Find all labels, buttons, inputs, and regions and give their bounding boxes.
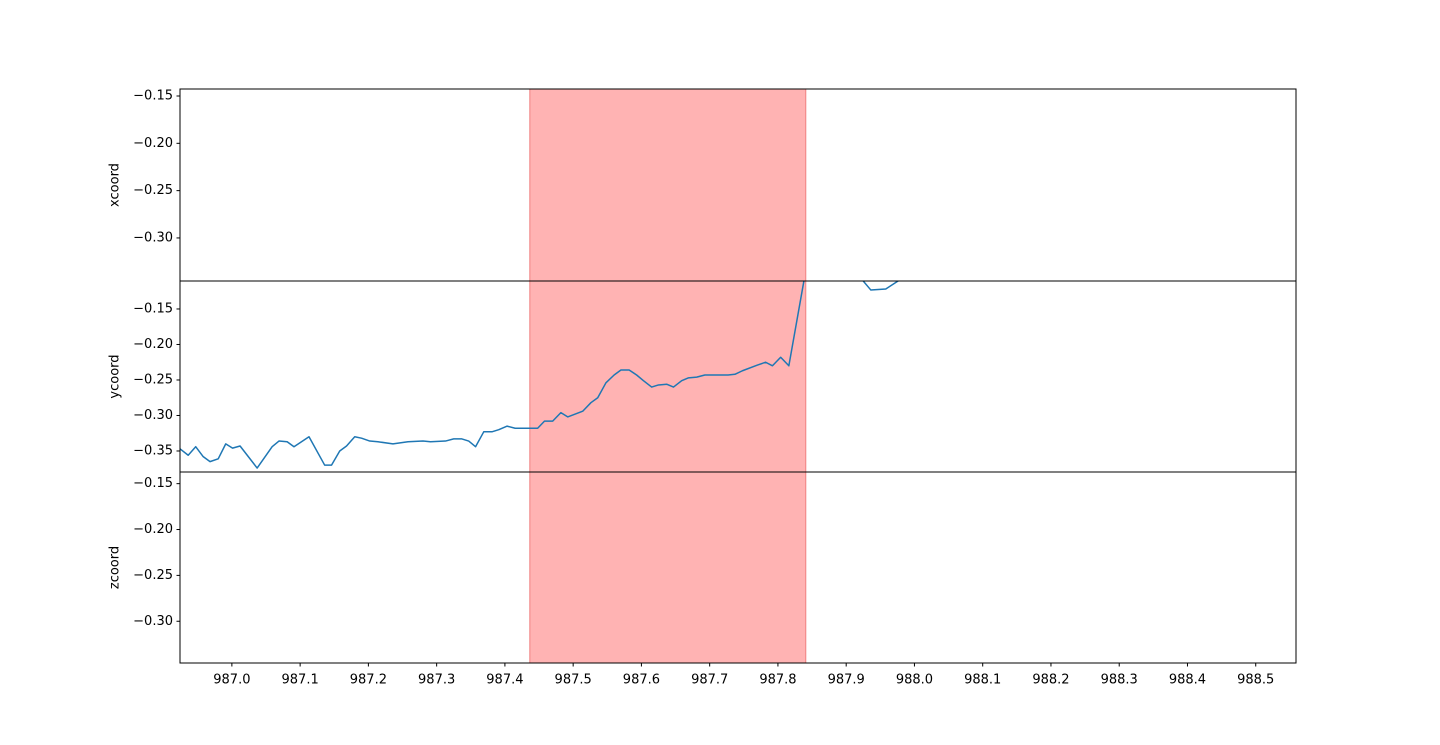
x-tick-label: 987.1 <box>282 673 319 688</box>
x-tick-label: 988.2 <box>1032 673 1069 688</box>
x-tick-label: 987.4 <box>486 673 523 688</box>
plot-area <box>180 281 900 472</box>
y-tick-label: −0.15 <box>133 89 173 104</box>
x-tick-label: 988.0 <box>896 673 933 688</box>
x-tick-label: 987.8 <box>759 673 796 688</box>
x-tick-label: 987.6 <box>623 673 660 688</box>
highlight-span <box>529 472 807 663</box>
highlight-span <box>529 281 807 472</box>
y-tick-label: −0.35 <box>133 443 173 458</box>
x-tick-label: 987.2 <box>350 673 387 688</box>
x-tick-label: 988.5 <box>1237 673 1274 688</box>
y-tick-label: −0.20 <box>133 136 173 151</box>
highlight-span <box>529 89 807 281</box>
y-tick-label: −0.30 <box>133 614 173 629</box>
y-tick-label: −0.15 <box>133 301 173 316</box>
y-tick-label: −0.20 <box>133 522 173 537</box>
y-tick-label: −0.25 <box>133 183 173 198</box>
y-tick-label: −0.25 <box>133 568 173 583</box>
data-line <box>180 281 900 469</box>
x-tick-label: 988.4 <box>1169 673 1206 688</box>
plot-area <box>529 89 807 281</box>
y-tick-label: −0.30 <box>133 408 173 423</box>
y-tick-label: −0.25 <box>133 372 173 387</box>
y-axis-label: ycoord <box>108 354 123 398</box>
x-tick-label: 988.1 <box>964 673 1001 688</box>
y-tick-label: −0.30 <box>133 230 173 245</box>
y-tick-label: −0.15 <box>133 476 173 491</box>
x-tick-label: 987.7 <box>691 673 728 688</box>
axes-frame <box>179 471 1297 664</box>
y-axis-label: xcoord <box>108 163 123 207</box>
x-tick-label: 988.3 <box>1101 673 1138 688</box>
x-tick-label: 987.0 <box>213 673 250 688</box>
x-tick-label: 987.9 <box>828 673 865 688</box>
x-tick-label: 987.5 <box>555 673 592 688</box>
plot-area <box>529 472 807 663</box>
y-tick-label: −0.20 <box>133 337 173 352</box>
x-tick-label: 987.3 <box>418 673 455 688</box>
y-axis-label: zcoord <box>108 546 123 589</box>
